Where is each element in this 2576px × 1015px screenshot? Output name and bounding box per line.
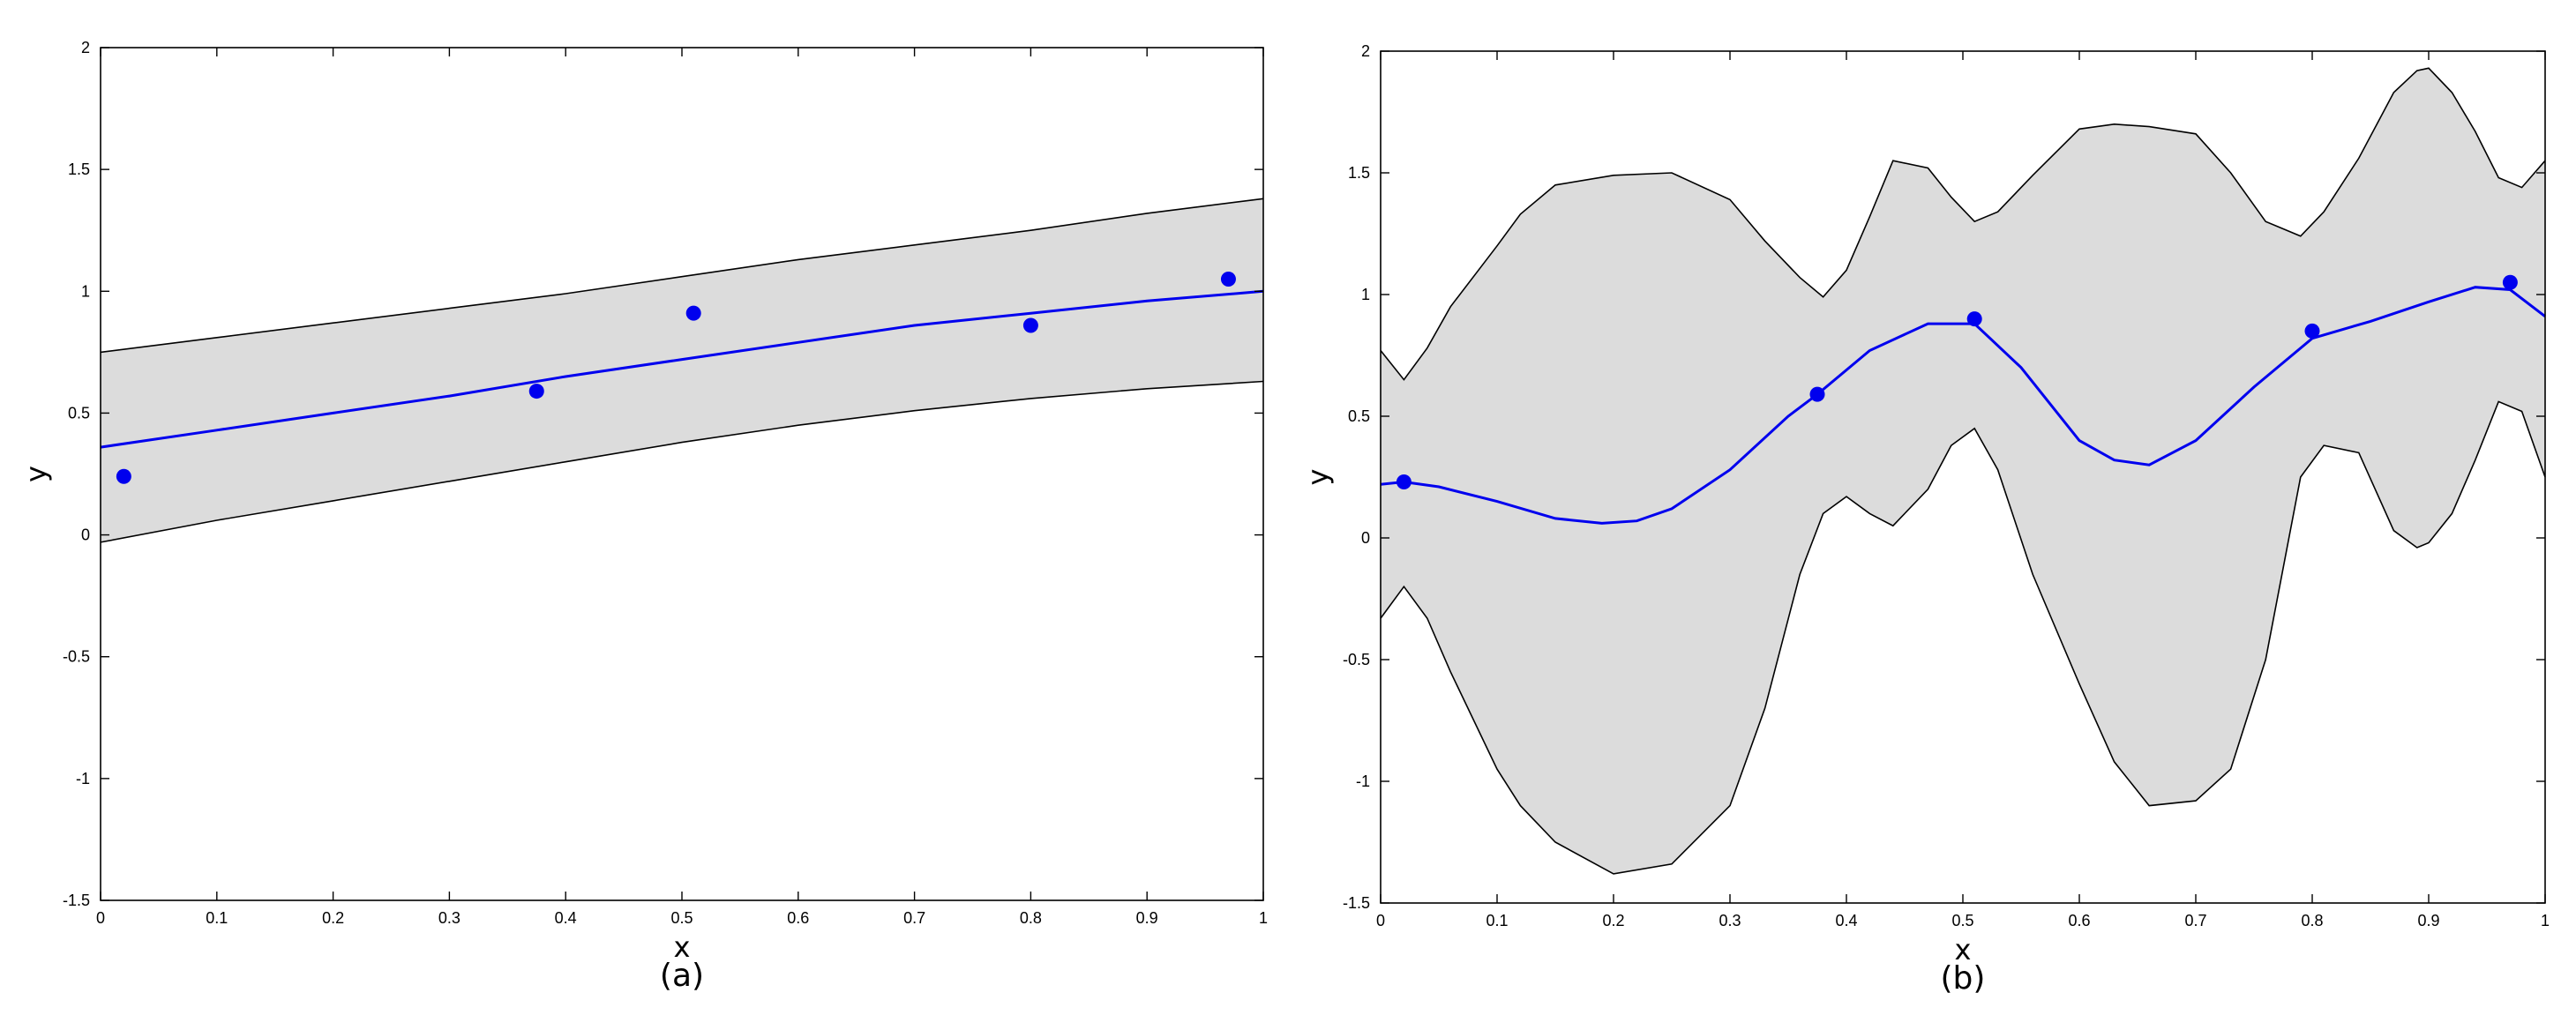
y-tick-label: -1 [1356, 772, 1370, 790]
x-tick-label: 0.4 [1835, 912, 1857, 929]
chart-panel-a: 0 0.1 0.2 0.3 0.4 0.5 0.6 0.7 0.8 0.9 1 -1.5 -1 -0.5… [19, 39, 1268, 994]
data-point [116, 468, 131, 484]
y-tick-label: -1.5 [63, 892, 90, 909]
y-axis-label: y [19, 466, 53, 482]
x-tick-label: 0.2 [322, 909, 344, 927]
x-tick-label: 0.8 [2301, 912, 2323, 929]
x-tick-label: 0 [96, 909, 105, 927]
data-point [1396, 474, 1412, 490]
panel-caption: (b) [1941, 960, 1986, 996]
x-tick-label: 0.9 [2417, 912, 2439, 929]
confidence-band [1381, 68, 2545, 874]
data-point [1809, 386, 1825, 402]
data-point [2304, 323, 2320, 339]
y-tick-label: 2 [1361, 42, 1370, 60]
y-tick-label: 1.5 [68, 160, 90, 178]
mean-line [100, 289, 1264, 449]
data-point [685, 305, 701, 321]
y-tick-label: 0 [1361, 529, 1370, 547]
x-tick-label: 1 [2541, 912, 2550, 929]
y-tick-label: 0.5 [68, 404, 90, 422]
data-points [1396, 274, 2518, 490]
y-axis-ticks: -1.5 -1 -0.5 0 0.5 1 1.5 2 [1343, 42, 2545, 912]
y-tick-label: 1 [81, 282, 90, 300]
x-tick-label: 0.1 [1486, 912, 1508, 929]
confidence-band-upper-edge [100, 198, 1264, 354]
y-tick-label: 0 [81, 526, 90, 544]
x-tick-label: 0.1 [206, 909, 228, 927]
panel-caption: (a) [660, 958, 704, 994]
x-tick-label: 0.9 [1136, 909, 1158, 927]
x-tick-label: 0.3 [1719, 912, 1741, 929]
x-tick-label: 0.5 [670, 909, 693, 927]
x-tick-label: 0.7 [903, 909, 925, 927]
confidence-band-lower-edge [1380, 400, 2546, 875]
y-tick-label: -0.5 [63, 648, 90, 666]
y-axis-label: y [1301, 469, 1335, 486]
x-tick-label: 0.7 [2184, 912, 2206, 929]
x-axis-label: x [674, 930, 691, 964]
data-points [116, 271, 1236, 484]
x-tick-label: 0.6 [787, 909, 809, 927]
x-axis-label: x [1955, 933, 1972, 966]
confidence-band-upper-edge [1380, 67, 2546, 381]
x-tick-label: 0.5 [1951, 912, 1973, 929]
data-point [2502, 274, 2518, 290]
x-tick-label: 0.4 [555, 909, 577, 927]
y-tick-label: -1 [76, 770, 90, 787]
data-point [1220, 271, 1236, 287]
y-tick-label: 1 [1361, 286, 1370, 303]
x-tick-label: 0.6 [2068, 912, 2090, 929]
y-tick-label: 1.5 [1348, 164, 1370, 182]
data-point [1966, 311, 1982, 327]
chart-panel-b: 0 0.1 0.2 0.3 0.4 0.5 0.6 0.7 0.8 0.9 1 -1.5 -1 -0.5… [1301, 42, 2550, 996]
y-tick-label: 0.5 [1348, 407, 1370, 425]
x-tick-label: 0 [1376, 912, 1385, 929]
x-tick-label: 0.2 [1602, 912, 1624, 929]
x-tick-label: 0.8 [1020, 909, 1042, 927]
x-tick-label: 0.3 [438, 909, 461, 927]
x-tick-label: 1 [1259, 909, 1268, 927]
y-tick-label: -0.5 [1343, 651, 1370, 668]
confidence-band [101, 198, 1263, 542]
y-axis-ticks: -1.5 -1 -0.5 0 0.5 1 1.5 2 [63, 39, 1263, 909]
x-axis-ticks: 0 0.1 0.2 0.3 0.4 0.5 0.6 0.7 0.8 0.9 1 [96, 48, 1268, 927]
confidence-band-lower-edge [100, 380, 1264, 543]
y-tick-label: -1.5 [1343, 894, 1370, 912]
mean-line [1380, 286, 2546, 525]
y-tick-label: 2 [81, 39, 90, 56]
data-point [1022, 317, 1038, 333]
x-axis-ticks: 0 0.1 0.2 0.3 0.4 0.5 0.6 0.7 0.8 0.9 1 [1376, 51, 2550, 929]
data-point [528, 384, 544, 399]
